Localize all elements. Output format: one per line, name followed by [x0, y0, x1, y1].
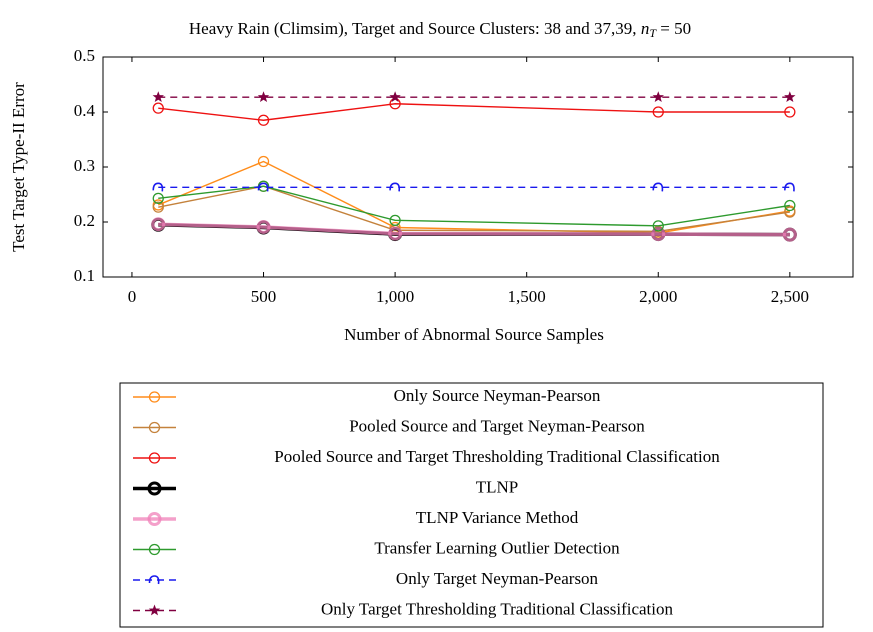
legend-marker: [148, 421, 161, 434]
point: [152, 182, 164, 192]
point: [152, 201, 164, 213]
point: [784, 91, 796, 102]
series: [152, 91, 796, 102]
legend-marker: [148, 452, 161, 464]
legend-box: [119, 382, 824, 628]
y-tick-label: 0.3: [74, 156, 95, 175]
x-tick-label: 2,000: [639, 287, 677, 306]
point: [151, 217, 166, 232]
point: [152, 102, 164, 114]
point: [152, 91, 164, 102]
legend-label: Transfer Learning Outlier Detection: [374, 538, 620, 557]
series-line: [158, 185, 790, 227]
point: [257, 114, 270, 126]
x-tick-label: 500: [251, 287, 277, 306]
legend-label: TLNP Variance Method: [416, 508, 579, 527]
series: [152, 180, 796, 232]
x-tick-label: 1,000: [376, 287, 414, 306]
point: [388, 226, 403, 241]
chart-title: Heavy Rain (Climsim), Target and Source …: [189, 19, 691, 40]
point: [651, 227, 666, 242]
y-tick-label: 0.1: [74, 266, 95, 285]
point: [389, 214, 401, 227]
point: [652, 220, 664, 232]
point: [257, 155, 270, 168]
series: [152, 182, 795, 192]
x-tick-label: 0: [128, 287, 137, 306]
x-tick-label: 2,500: [771, 287, 809, 306]
point: [652, 106, 664, 118]
series-line: [158, 222, 790, 237]
point: [784, 206, 796, 218]
series-line: [158, 103, 790, 121]
point: [256, 219, 271, 234]
point: [652, 91, 664, 102]
point: [257, 182, 269, 192]
series: [151, 217, 797, 242]
point: [784, 182, 795, 192]
y-axis-label: Test Target Type-II Error: [9, 82, 28, 252]
legend-marker: [148, 543, 161, 556]
series: [152, 98, 796, 126]
legend-marker: [147, 481, 162, 496]
legend-marker: [147, 512, 162, 526]
y-tick-label: 0.4: [74, 101, 96, 120]
legend-label: Only Target Neyman-Pearson: [396, 569, 599, 588]
point: [784, 199, 796, 212]
point: [389, 182, 401, 192]
legend-label: Only Source Neyman-Pearson: [394, 386, 601, 405]
x-tick-label: 1,500: [508, 287, 546, 306]
y-tick-label: 0.5: [74, 46, 95, 65]
point: [782, 227, 797, 242]
legend-label: Only Target Thresholding Traditional Cla…: [321, 599, 674, 618]
point: [784, 106, 796, 118]
plot-frame: [102, 56, 854, 278]
y-tick-label: 0.2: [74, 211, 95, 230]
legend-marker: [148, 391, 161, 403]
legend-marker: [148, 604, 161, 616]
legend-label: Pooled Source and Target Thresholding Tr…: [274, 447, 720, 466]
x-axis-label: Number of Abnormal Source Samples: [344, 325, 604, 344]
point: [257, 91, 270, 102]
series-line: [158, 185, 790, 233]
legend-label: TLNP: [476, 477, 519, 496]
legend-marker: [148, 575, 160, 585]
point: [652, 182, 664, 192]
legend-label: Pooled Source and Target Neyman-Pearson: [349, 416, 645, 435]
point: [152, 192, 164, 205]
point: [389, 91, 401, 102]
